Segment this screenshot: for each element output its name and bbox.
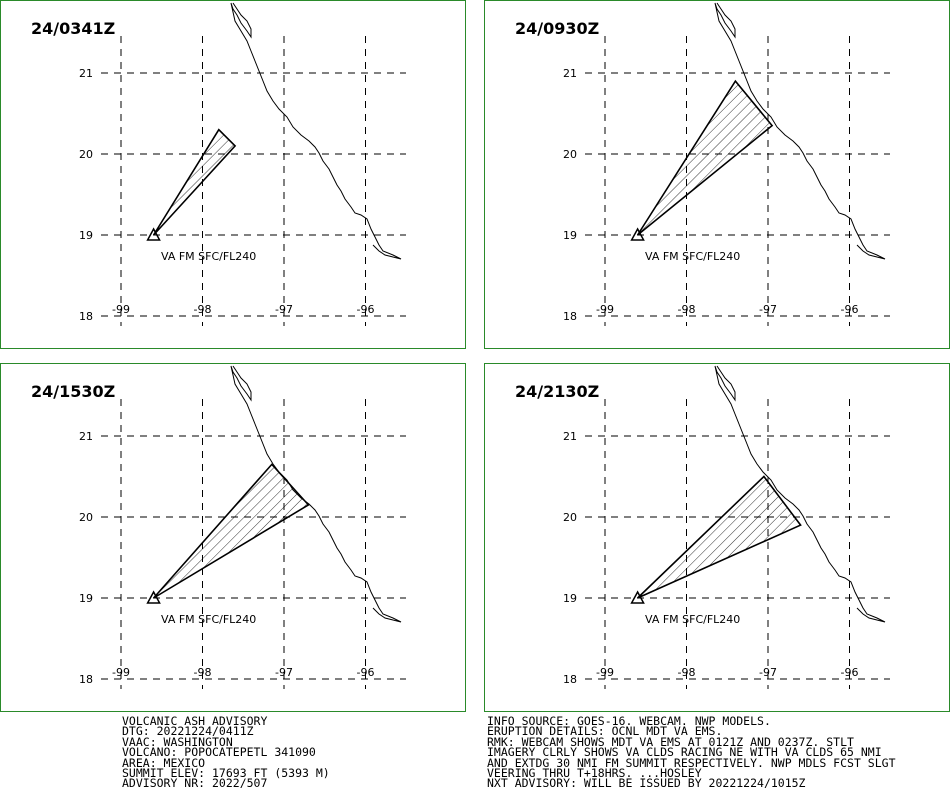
lat-tick-label: 19 bbox=[79, 229, 93, 242]
volcano-icon bbox=[146, 227, 161, 241]
advisory-line: VOLCANIC ASH ADVISORY bbox=[122, 714, 268, 728]
map-panel-4: 21 20 19 18 -99 -98 -97 -96 24/2130Z VA FM SFC/… bbox=[484, 363, 950, 712]
panel-time-2: 24/0930Z bbox=[515, 19, 600, 38]
lon-tick-label: -97 bbox=[759, 303, 777, 316]
map-panel-2: 21 20 19 18 -99 -98 -97 -96 24/0930Z VA FM SFC/… bbox=[484, 0, 950, 349]
advisory-line: INFO SOURCE: GOES-16. WEBCAM. NWP MODELS… bbox=[487, 714, 771, 728]
advisory-line: VOLCANO: POPOCATEPETL 341090 bbox=[122, 745, 316, 760]
lon-tick-label: -97 bbox=[275, 303, 293, 316]
lon-tick-label: -97 bbox=[759, 666, 777, 679]
advisory-line: VAAC: WASHINGTON bbox=[122, 734, 233, 749]
lon-tick-label: -96 bbox=[841, 303, 859, 316]
va-label-4: VA FM SFC/FL240 bbox=[645, 613, 741, 626]
advisory-header-block: VOLCANIC ASH ADVISORY DTG: 20221224/0411… bbox=[122, 714, 330, 791]
advisory-line: NXT ADVISORY: WILL BE ISSUED BY 20221224… bbox=[487, 776, 806, 791]
advisory-line: DTG: 20221224/0411Z bbox=[122, 724, 254, 739]
lat-tick-label: 18 bbox=[79, 673, 93, 686]
advisory-line: VEERING THRU T+18HRS. ...HOSLEY bbox=[487, 766, 702, 781]
ash-cloud-polygon bbox=[636, 79, 774, 236]
advisory-line: AREA: MEXICO bbox=[122, 755, 206, 770]
lat-tick-label: 19 bbox=[563, 229, 577, 242]
lon-tick-label: -96 bbox=[357, 666, 375, 679]
panel-time-3: 24/1530Z bbox=[31, 382, 116, 401]
lat-tick-label: 20 bbox=[563, 511, 577, 524]
lat-tick-label: 20 bbox=[79, 148, 93, 161]
map-panel-1: 21 20 19 18 -99 -98 -97 -96 24/0341Z VA FM SFC/… bbox=[0, 0, 466, 349]
advisory-line: SUMMIT ELEV: 17693 FT (5393 M) bbox=[122, 766, 330, 781]
coastline bbox=[230, 2, 402, 260]
lat-tick-label: 21 bbox=[563, 67, 577, 80]
lon-tick-label: -98 bbox=[678, 666, 696, 679]
lon-tick-label: -98 bbox=[194, 303, 212, 316]
lat-tick-label: 21 bbox=[79, 67, 93, 80]
volcano-icon bbox=[630, 590, 645, 604]
lon-tick-label: -98 bbox=[678, 303, 696, 316]
lon-tick-label: -99 bbox=[596, 666, 614, 679]
lon-tick-label: -99 bbox=[596, 303, 614, 316]
map-panel-3: 21 20 19 18 -99 -98 -97 -96 24/1530Z VA FM SFC/… bbox=[0, 363, 466, 712]
lat-tick-label: 18 bbox=[563, 310, 577, 323]
lat-tick-label: 18 bbox=[563, 673, 577, 686]
lat-tick-label: 19 bbox=[79, 592, 93, 605]
advisory-line: ADVISORY NR: 2022/507 bbox=[122, 776, 268, 791]
lat-tick-label: 21 bbox=[79, 430, 93, 443]
ash-cloud-polygon bbox=[152, 128, 237, 236]
advisory-details-block: INFO SOURCE: GOES-16. WEBCAM. NWP MODELS… bbox=[487, 714, 896, 791]
lat-tick-label: 20 bbox=[79, 511, 93, 524]
lon-tick-label: -98 bbox=[194, 666, 212, 679]
coastline bbox=[714, 2, 886, 260]
lat-tick-label: 19 bbox=[563, 592, 577, 605]
advisory-line: ERUPTION DETAILS: OCNL MDT VA EMS. bbox=[487, 724, 723, 739]
lon-tick-label: -96 bbox=[357, 303, 375, 316]
advisory-line: RMK: WEBCAM SHOWS MDT VA EMS AT 0121Z AN… bbox=[487, 734, 854, 749]
map-canvas-3: 21 20 19 18 -99 -98 -97 -96 bbox=[79, 365, 406, 689]
lon-tick-label: -99 bbox=[112, 666, 130, 679]
volcano-icon bbox=[146, 590, 161, 604]
lon-tick-label: -97 bbox=[275, 666, 293, 679]
advisory-line: IMAGERY CLRLY SHOWS VA CLDS RACING NE WI… bbox=[487, 745, 882, 760]
advisory-line: AND EXTDG 30 NMI FM SUMMIT RESPECTIVELY.… bbox=[487, 755, 896, 770]
lat-tick-label: 18 bbox=[79, 310, 93, 323]
map-canvas-1: 21 20 19 18 -99 -98 -97 -96 bbox=[79, 2, 406, 326]
panel-time-4: 24/2130Z bbox=[515, 382, 600, 401]
panel-time-1: 24/0341Z bbox=[31, 19, 116, 38]
lat-tick-label: 21 bbox=[563, 430, 577, 443]
coastline bbox=[714, 365, 886, 623]
lat-tick-label: 20 bbox=[563, 148, 577, 161]
lon-tick-label: -99 bbox=[112, 303, 130, 316]
map-canvas-2: 21 20 19 18 -99 -98 -97 -96 bbox=[563, 2, 890, 326]
ash-cloud-polygon bbox=[153, 463, 310, 599]
va-label-1: VA FM SFC/FL240 bbox=[161, 250, 257, 263]
lon-tick-label: -96 bbox=[841, 666, 859, 679]
map-canvas-4: 21 20 19 18 -99 -98 -97 -96 bbox=[563, 365, 890, 689]
va-label-2: VA FM SFC/FL240 bbox=[645, 250, 741, 263]
ash-cloud-polygon bbox=[637, 475, 802, 599]
va-label-3: VA FM SFC/FL240 bbox=[161, 613, 257, 626]
volcano-icon bbox=[630, 227, 645, 241]
